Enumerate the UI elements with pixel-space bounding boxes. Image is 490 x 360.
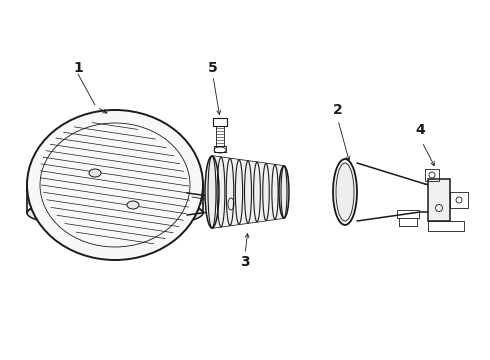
Bar xyxy=(428,221,464,231)
Ellipse shape xyxy=(205,156,219,228)
Text: 2: 2 xyxy=(333,103,343,117)
Ellipse shape xyxy=(27,198,203,228)
Ellipse shape xyxy=(333,159,357,225)
Text: 5: 5 xyxy=(208,61,218,75)
Bar xyxy=(450,192,468,208)
Polygon shape xyxy=(212,156,284,228)
Ellipse shape xyxy=(89,169,101,177)
Text: 1: 1 xyxy=(73,61,83,75)
Text: 3: 3 xyxy=(240,255,250,269)
Ellipse shape xyxy=(27,110,203,260)
Bar xyxy=(425,169,439,181)
Ellipse shape xyxy=(127,201,139,209)
Bar xyxy=(428,179,450,221)
Bar xyxy=(397,210,419,218)
Text: 4: 4 xyxy=(415,123,425,137)
Ellipse shape xyxy=(279,166,289,218)
